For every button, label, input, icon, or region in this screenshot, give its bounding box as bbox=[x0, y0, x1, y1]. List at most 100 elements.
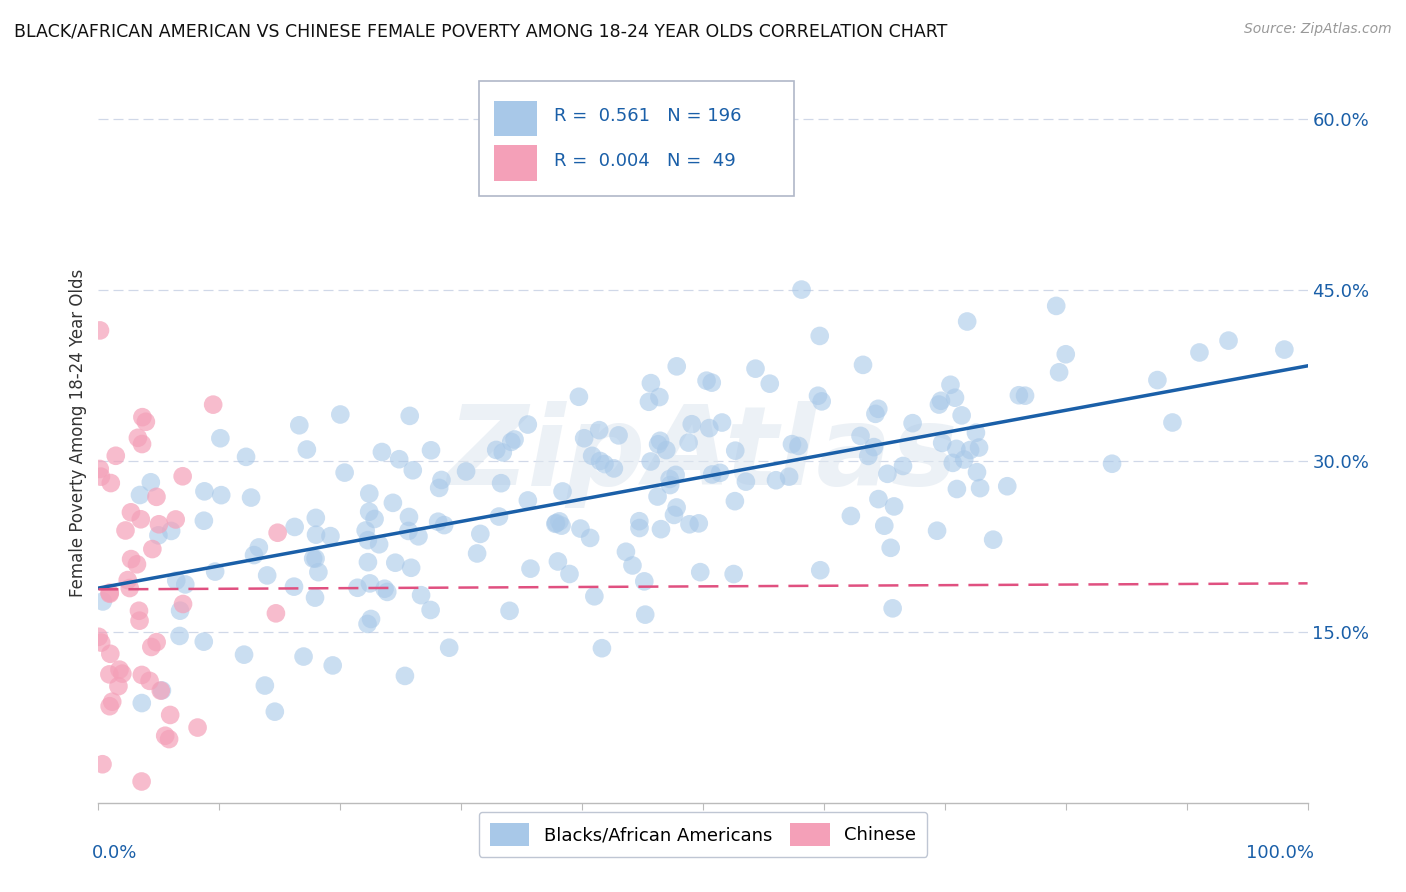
Point bbox=[202, 398, 225, 412]
Point bbox=[319, 529, 342, 543]
Point bbox=[159, 708, 181, 723]
Point bbox=[357, 533, 380, 548]
Point bbox=[375, 585, 398, 599]
Point bbox=[501, 434, 523, 449]
Point bbox=[399, 561, 422, 575]
Point bbox=[678, 517, 700, 532]
Point bbox=[302, 551, 325, 566]
Point bbox=[172, 469, 194, 483]
Point bbox=[959, 443, 981, 458]
Point bbox=[546, 516, 568, 530]
Point bbox=[588, 423, 610, 437]
Point bbox=[165, 512, 187, 526]
Point bbox=[420, 443, 443, 458]
Point bbox=[1218, 334, 1240, 348]
Point bbox=[863, 440, 886, 454]
Point bbox=[928, 398, 950, 412]
Point bbox=[650, 522, 672, 536]
Point bbox=[305, 511, 328, 525]
Point bbox=[547, 554, 569, 568]
Point bbox=[709, 466, 731, 480]
Point bbox=[658, 472, 681, 486]
Point bbox=[665, 467, 688, 482]
Point bbox=[322, 658, 344, 673]
Point bbox=[1272, 343, 1295, 357]
Point bbox=[381, 496, 404, 510]
Point bbox=[360, 612, 382, 626]
Point bbox=[131, 410, 153, 425]
Point bbox=[304, 591, 326, 605]
Point bbox=[839, 508, 862, 523]
Point bbox=[648, 434, 671, 448]
Point bbox=[581, 449, 603, 463]
Point bbox=[858, 449, 880, 463]
Point bbox=[965, 425, 987, 440]
Point bbox=[307, 565, 329, 579]
Point bbox=[946, 482, 969, 496]
Point bbox=[120, 552, 142, 566]
Point bbox=[114, 524, 136, 538]
Point bbox=[346, 581, 368, 595]
Point bbox=[359, 576, 381, 591]
Point bbox=[758, 376, 780, 391]
Point bbox=[408, 529, 430, 543]
Text: R =  0.561   N = 196: R = 0.561 N = 196 bbox=[554, 108, 742, 126]
Point bbox=[548, 515, 571, 529]
Point bbox=[141, 640, 163, 654]
Point bbox=[516, 417, 538, 432]
Point bbox=[247, 541, 270, 555]
FancyBboxPatch shape bbox=[479, 81, 793, 195]
Point bbox=[120, 505, 142, 519]
Point bbox=[118, 581, 141, 595]
Text: 0.0%: 0.0% bbox=[93, 844, 138, 862]
Text: R =  0.004   N =  49: R = 0.004 N = 49 bbox=[554, 152, 735, 169]
Point bbox=[117, 573, 139, 587]
Y-axis label: Female Poverty Among 18-24 Year Olds: Female Poverty Among 18-24 Year Olds bbox=[69, 268, 87, 597]
Point bbox=[98, 667, 121, 681]
Point bbox=[305, 527, 328, 541]
Point bbox=[165, 574, 187, 588]
Point bbox=[91, 594, 114, 608]
Point bbox=[465, 546, 488, 560]
Point bbox=[139, 475, 162, 490]
Point bbox=[628, 521, 651, 535]
Point bbox=[647, 490, 669, 504]
Point bbox=[138, 673, 160, 688]
Point bbox=[253, 679, 276, 693]
Point bbox=[607, 428, 630, 442]
Point bbox=[128, 614, 150, 628]
Point bbox=[603, 461, 626, 475]
Point bbox=[634, 607, 657, 622]
Point bbox=[787, 439, 810, 453]
Point bbox=[873, 518, 896, 533]
FancyBboxPatch shape bbox=[494, 145, 537, 181]
Point bbox=[569, 522, 592, 536]
Point bbox=[454, 465, 477, 479]
Point bbox=[614, 545, 637, 559]
Point bbox=[778, 469, 800, 483]
Point bbox=[647, 437, 669, 451]
Point bbox=[681, 417, 703, 432]
Point bbox=[519, 561, 541, 575]
Point bbox=[689, 565, 711, 579]
Point bbox=[89, 462, 111, 476]
Point bbox=[169, 604, 191, 618]
Point bbox=[98, 699, 121, 714]
Point bbox=[125, 558, 148, 572]
Point bbox=[193, 484, 215, 499]
Point bbox=[193, 634, 215, 648]
Point bbox=[665, 500, 688, 515]
Point bbox=[995, 479, 1018, 493]
Point bbox=[141, 542, 163, 557]
Point bbox=[882, 601, 904, 615]
Point bbox=[489, 476, 512, 491]
Point bbox=[263, 705, 285, 719]
Point bbox=[688, 516, 710, 531]
Point bbox=[131, 668, 153, 682]
Point bbox=[160, 524, 183, 538]
Point bbox=[883, 500, 905, 514]
Point bbox=[374, 582, 396, 596]
Point bbox=[655, 443, 678, 458]
Point bbox=[155, 729, 177, 743]
Point bbox=[235, 450, 257, 464]
